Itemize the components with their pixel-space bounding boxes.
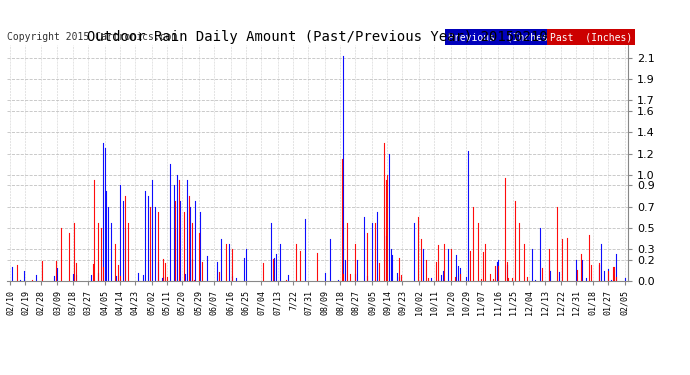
Text: Past  (Inches): Past (Inches) [551, 32, 633, 42]
Text: Copyright 2015 Cartronics.com: Copyright 2015 Cartronics.com [7, 32, 177, 42]
Title: Outdoor Rain Daily Amount (Past/Previous Year) 20150210: Outdoor Rain Daily Amount (Past/Previous… [87, 30, 548, 44]
Text: Previous  (Inches): Previous (Inches) [448, 32, 553, 42]
